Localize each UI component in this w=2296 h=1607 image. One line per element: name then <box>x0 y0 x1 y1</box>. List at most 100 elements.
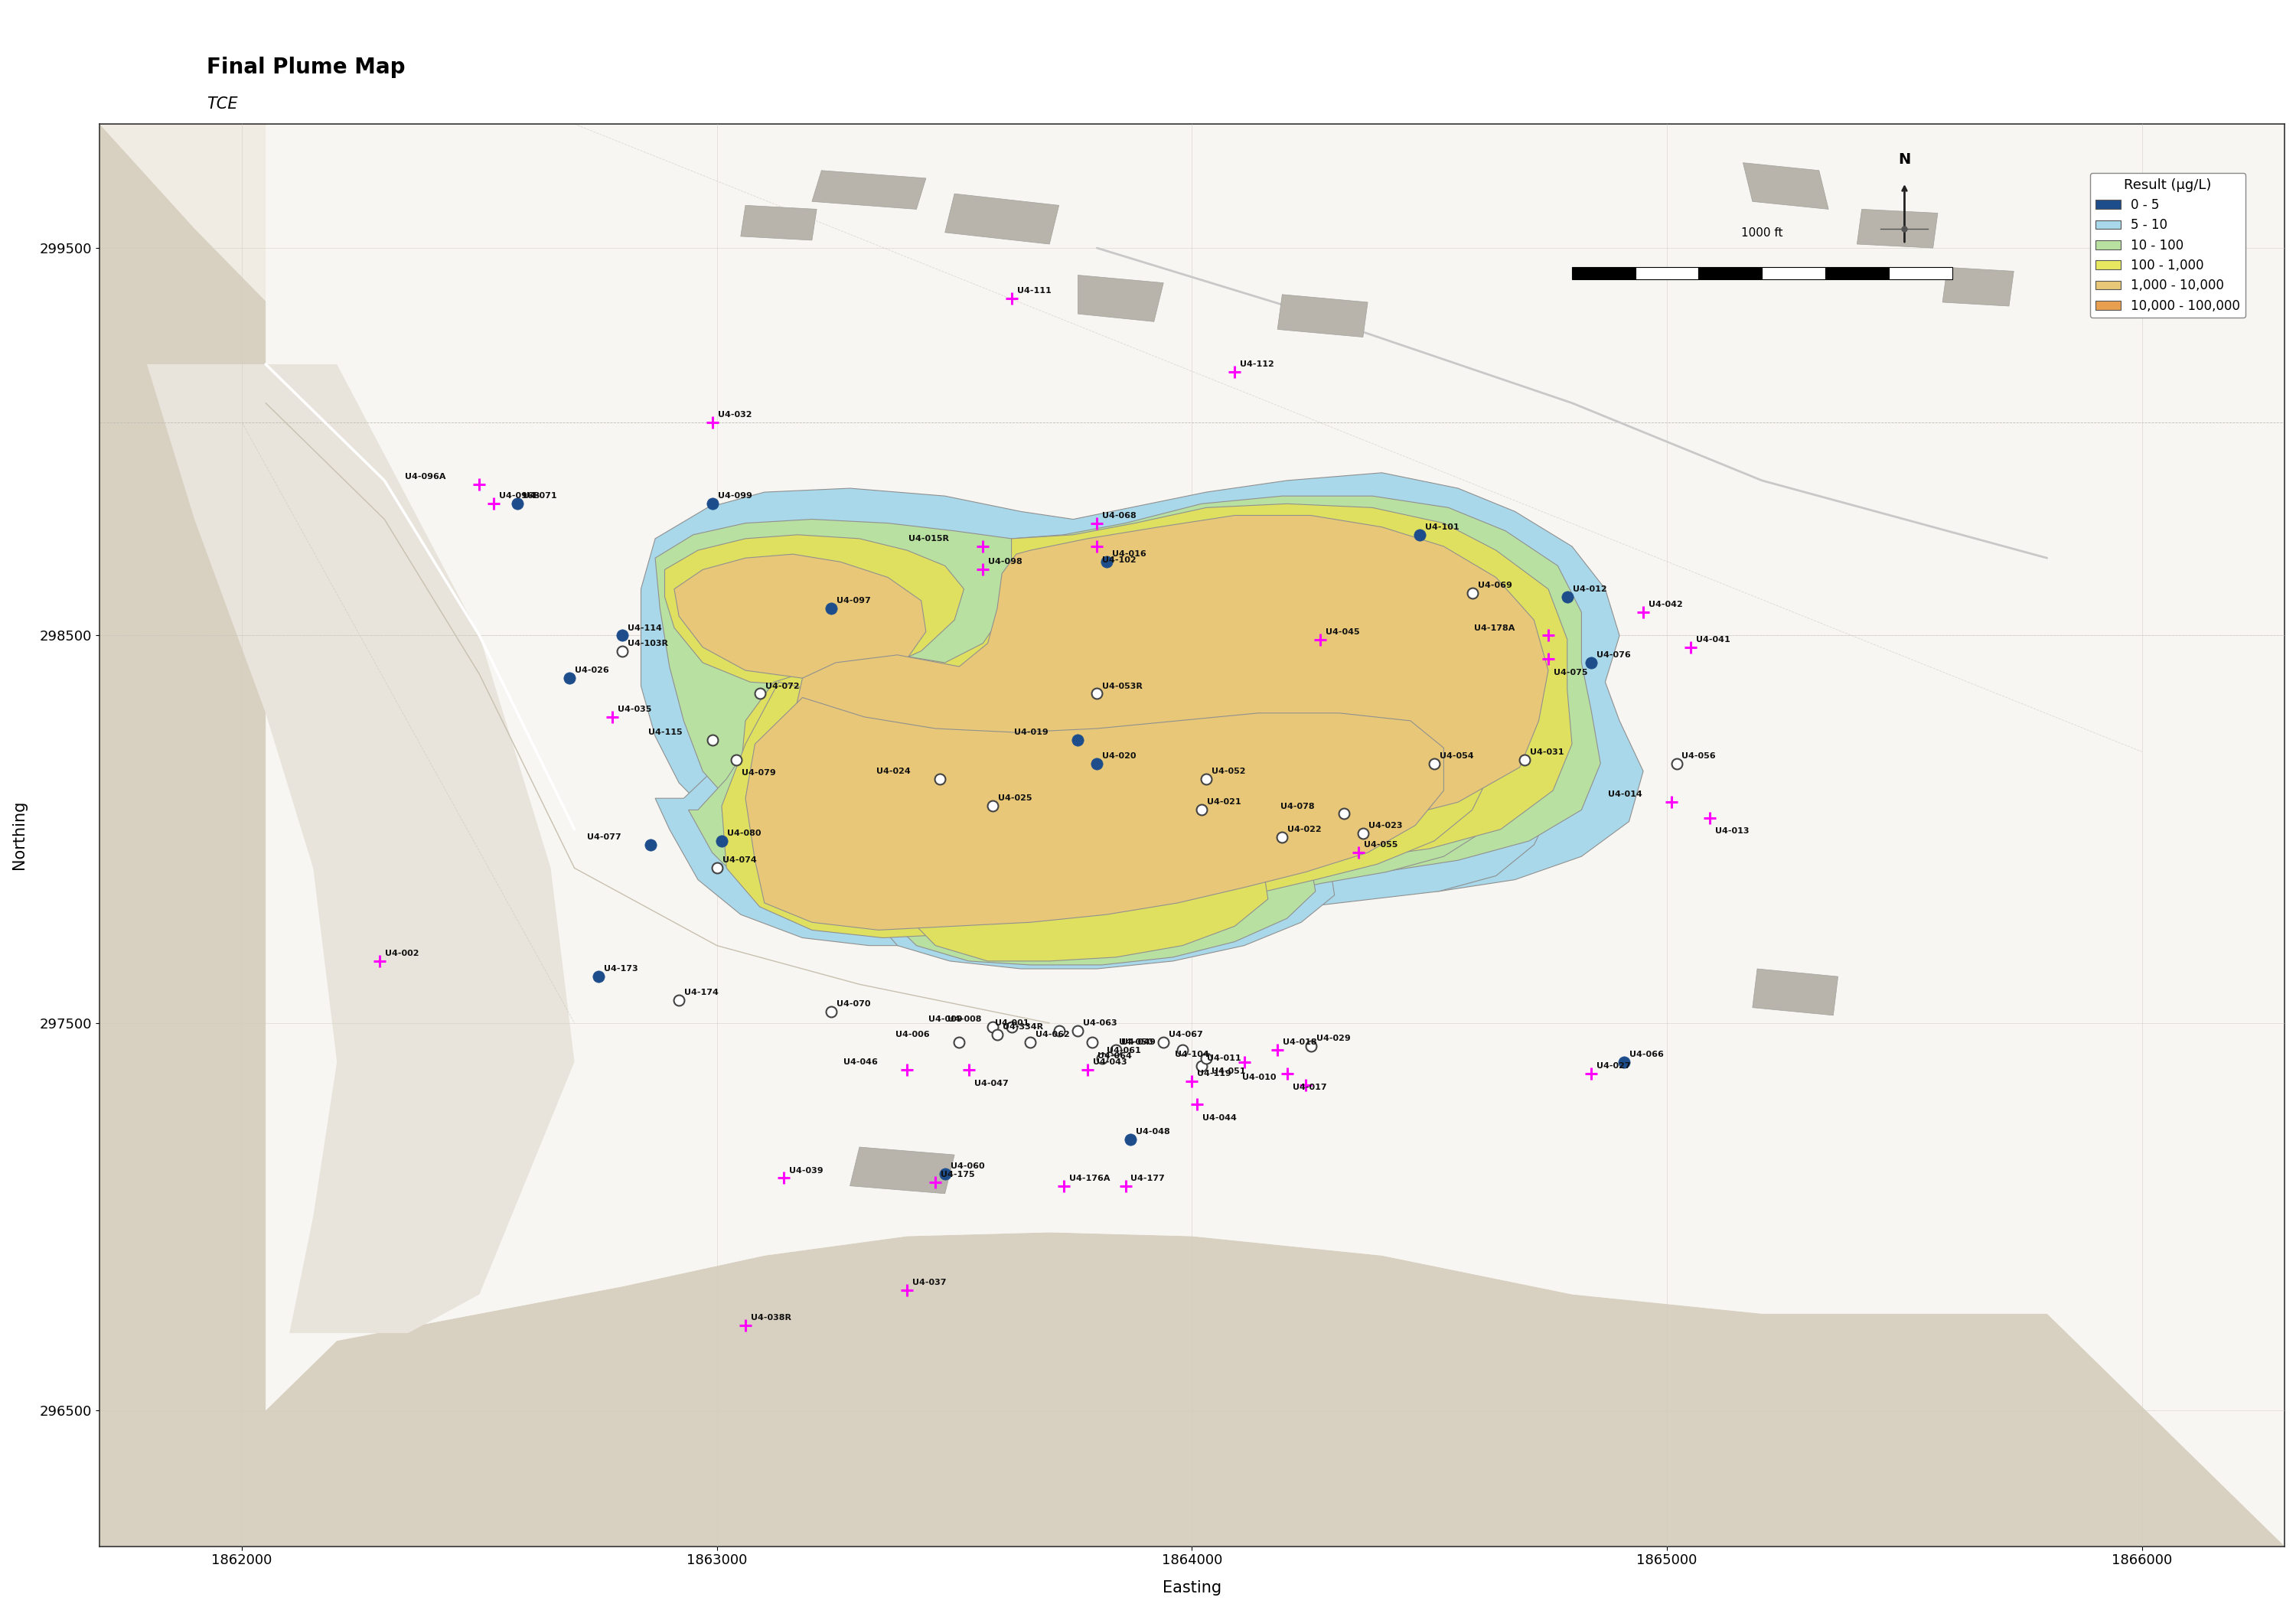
Text: U4-020: U4-020 <box>1102 752 1137 760</box>
Text: U4-022: U4-022 <box>1288 826 1322 834</box>
Text: U4-046: U4-046 <box>843 1057 877 1065</box>
Text: U4-039: U4-039 <box>790 1167 822 1175</box>
Text: U4-063: U4-063 <box>1084 1019 1118 1027</box>
Text: U4-050: U4-050 <box>1118 1038 1153 1046</box>
Text: U4-067: U4-067 <box>1169 1032 1203 1038</box>
Text: U4-043: U4-043 <box>1093 1057 1127 1065</box>
Text: U4-035: U4-035 <box>618 705 652 714</box>
Polygon shape <box>1752 969 1839 1016</box>
Text: U4-015R: U4-015R <box>909 535 948 543</box>
Text: U4-011: U4-011 <box>1208 1054 1240 1062</box>
Polygon shape <box>912 845 1267 961</box>
Text: U4-072: U4-072 <box>765 683 799 689</box>
Text: U4-032: U4-032 <box>719 411 751 418</box>
Polygon shape <box>742 503 1573 860</box>
Text: U4-002: U4-002 <box>386 950 420 958</box>
Text: U4-080: U4-080 <box>728 829 760 837</box>
Text: U4-047: U4-047 <box>974 1080 1008 1086</box>
Text: U4-038R: U4-038R <box>751 1315 792 1321</box>
Polygon shape <box>266 124 2285 1546</box>
Text: U4-062: U4-062 <box>1035 1032 1070 1038</box>
Text: U4-070: U4-070 <box>836 1000 870 1008</box>
Text: U4-018: U4-018 <box>1283 1038 1318 1046</box>
Text: N: N <box>1899 153 1910 167</box>
Text: U4-099: U4-099 <box>719 492 751 500</box>
Text: U4-024: U4-024 <box>877 768 912 775</box>
Text: U4-334R: U4-334R <box>1003 1024 1042 1032</box>
Polygon shape <box>889 840 1316 964</box>
Text: U4-069: U4-069 <box>1479 582 1511 590</box>
Text: U4-056: U4-056 <box>1681 752 1715 760</box>
Text: U4-075: U4-075 <box>1554 669 1587 677</box>
Text: U4-048: U4-048 <box>1137 1128 1169 1136</box>
Bar <box>1761 267 1825 280</box>
Polygon shape <box>654 643 1552 945</box>
Text: U4-010: U4-010 <box>1242 1073 1277 1082</box>
Text: U4-175: U4-175 <box>941 1170 976 1178</box>
Text: U4-104: U4-104 <box>1176 1051 1210 1057</box>
Text: U4-119: U4-119 <box>1196 1070 1231 1077</box>
Text: U4-027: U4-027 <box>1596 1062 1630 1070</box>
Text: U4-051: U4-051 <box>1212 1067 1247 1075</box>
Polygon shape <box>792 516 1548 826</box>
Polygon shape <box>875 832 1334 969</box>
Text: U4-001: U4-001 <box>994 1019 1029 1027</box>
Text: U4-019: U4-019 <box>1015 728 1049 736</box>
Polygon shape <box>99 124 480 1546</box>
Polygon shape <box>641 472 1644 892</box>
Text: U4-017: U4-017 <box>1293 1083 1327 1091</box>
Polygon shape <box>147 365 574 1334</box>
Text: U4-021: U4-021 <box>1208 799 1240 807</box>
Text: U4-079: U4-079 <box>742 770 776 778</box>
Text: U4-006: U4-006 <box>895 1032 930 1038</box>
Text: U4-114: U4-114 <box>627 624 661 632</box>
Text: U4-078: U4-078 <box>1281 802 1313 810</box>
Text: U4-066: U4-066 <box>1630 1051 1665 1057</box>
Text: U4-098: U4-098 <box>987 558 1022 566</box>
Text: U4-101: U4-101 <box>1426 524 1460 530</box>
Bar <box>1573 267 1635 280</box>
Text: U4-041: U4-041 <box>1697 636 1731 643</box>
Polygon shape <box>946 194 1058 244</box>
Text: TCE: TCE <box>207 96 239 112</box>
Text: U4-103R: U4-103R <box>627 640 668 648</box>
Text: U4-112: U4-112 <box>1240 360 1274 368</box>
Polygon shape <box>675 554 925 678</box>
Text: U4-071: U4-071 <box>523 492 558 500</box>
Polygon shape <box>664 535 964 686</box>
Text: U4-097: U4-097 <box>836 596 870 604</box>
Polygon shape <box>721 681 1490 938</box>
Text: U4-102: U4-102 <box>1102 556 1137 564</box>
Text: U4-026: U4-026 <box>574 667 608 675</box>
Polygon shape <box>1077 275 1164 321</box>
Text: U4-012: U4-012 <box>1573 585 1607 593</box>
Text: U4-176A: U4-176A <box>1070 1175 1109 1183</box>
Text: U4-053R: U4-053R <box>1102 683 1143 689</box>
Text: U4-042: U4-042 <box>1649 601 1683 609</box>
Bar <box>1699 267 1761 280</box>
Polygon shape <box>99 1233 2285 1546</box>
Polygon shape <box>1743 162 1828 209</box>
Text: U4-178A: U4-178A <box>1474 624 1515 632</box>
Text: U4-049: U4-049 <box>1120 1038 1155 1046</box>
Text: U4-054: U4-054 <box>1440 752 1474 760</box>
Text: U4-025: U4-025 <box>999 794 1031 802</box>
Text: U4-009: U4-009 <box>928 1016 962 1024</box>
Text: U4-077: U4-077 <box>588 834 620 840</box>
Text: U4-045: U4-045 <box>1325 628 1359 636</box>
Y-axis label: Northing: Northing <box>11 800 28 869</box>
Text: U4-055: U4-055 <box>1364 840 1398 848</box>
Text: U4-111: U4-111 <box>1017 288 1052 294</box>
Text: U4-008: U4-008 <box>948 1016 983 1024</box>
Text: U4-076: U4-076 <box>1596 651 1630 659</box>
Text: U4-029: U4-029 <box>1316 1035 1350 1043</box>
Polygon shape <box>1277 294 1368 337</box>
Polygon shape <box>1942 267 2014 305</box>
Polygon shape <box>813 170 925 209</box>
Text: U4-096A: U4-096A <box>404 472 445 480</box>
Text: U4-061: U4-061 <box>1107 1046 1141 1054</box>
Text: U4-173: U4-173 <box>604 966 638 972</box>
Text: Final Plume Map: Final Plume Map <box>207 56 404 77</box>
Text: U4-096B: U4-096B <box>498 492 540 500</box>
Text: U4-016: U4-016 <box>1111 551 1146 558</box>
